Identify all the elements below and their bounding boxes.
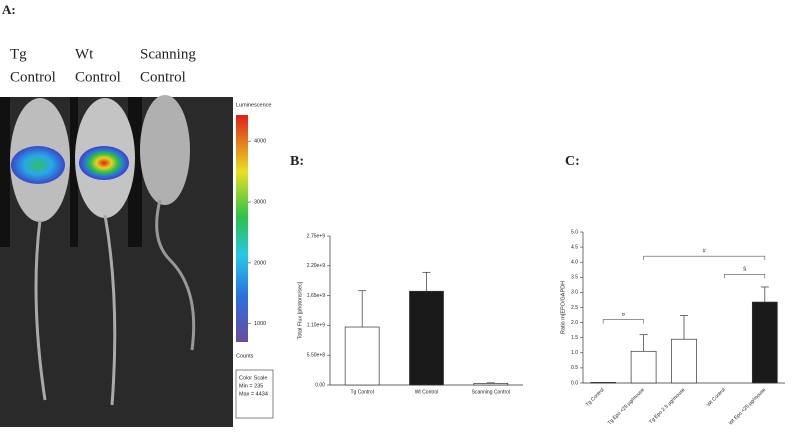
x-tick-label: Tg Control <box>585 387 606 408</box>
significance-label: § <box>743 267 746 273</box>
x-tick-label: Tg Control <box>350 389 373 395</box>
y-axis-label: Total Flux [photons/sec] <box>297 281 303 339</box>
y-tick-label: 2.5 <box>571 305 578 311</box>
mouse-label: Wt <box>75 46 94 62</box>
mouse-label: Scanning <box>140 46 196 62</box>
y-tick-label: 5.0 <box>571 229 578 235</box>
mouse-label: Tg <box>10 46 27 62</box>
colorbar-tick-label: 4000 <box>254 139 266 145</box>
panel-label: C: <box>565 154 580 169</box>
mouse-label: Control <box>10 69 56 85</box>
colorbar-unit: Counts <box>236 353 254 359</box>
colorbar-box-text: Min = 235 <box>239 383 263 389</box>
y-tick-label: 1.65e+9 <box>307 293 325 299</box>
y-tick-label: 0.0 <box>571 380 578 386</box>
x-tick-label: Wt Epo <25 µg/mouse <box>728 387 768 427</box>
y-tick-label: 2.20e+9 <box>307 263 325 269</box>
bar <box>630 350 657 384</box>
colorbar <box>236 115 248 342</box>
significance-label: # <box>703 249 707 255</box>
panel-label: A: <box>2 2 16 17</box>
bar <box>590 382 617 384</box>
y-tick-label: 0.5 <box>571 365 578 371</box>
significance-bracket <box>602 319 644 324</box>
x-tick-label: Wt Control <box>415 389 439 395</box>
colorbar-title: Luminescence <box>236 102 271 108</box>
significance-bracket <box>724 273 766 279</box>
bar <box>409 290 444 386</box>
y-tick-label: 2.75e+9 <box>307 233 325 239</box>
significance-bracket <box>643 255 766 261</box>
y-tick-label: 5.50e+8 <box>307 353 325 359</box>
panel-label: B: <box>290 154 304 169</box>
y-tick-label: 3.0 <box>571 290 578 296</box>
significance-label: ¤ <box>622 312 625 318</box>
y-tick-label: 3.5 <box>571 275 578 281</box>
y-axis-label: Ratio m[EPO/GAPDH <box>560 281 566 334</box>
y-tick-label: 0.00 <box>315 382 325 388</box>
colorbar-tick-label: 1000 <box>254 321 266 327</box>
colorbar-box <box>235 369 274 419</box>
y-tick-label: 1.10e+9 <box>307 323 325 329</box>
colorbar-box-text: Color Scale <box>239 375 267 381</box>
colorbar-tick-label: 3000 <box>254 199 266 205</box>
bar <box>751 301 778 384</box>
x-tick-label: Tg Epo 2.5 µg/mouse <box>648 387 686 425</box>
colorbar-box-text: Max = 4434 <box>239 391 268 397</box>
y-tick-label: 4.0 <box>571 260 578 266</box>
mouse-image <box>0 95 233 427</box>
bar <box>473 383 509 386</box>
y-tick-label: 2.0 <box>571 320 578 326</box>
x-tick-label: Tg Epo <25 µg/mouse <box>607 387 646 426</box>
y-tick-label: 4.5 <box>571 244 578 250</box>
bar <box>671 338 697 384</box>
y-tick-label: 1.5 <box>571 335 578 341</box>
bar <box>344 326 380 386</box>
mouse-label: Control <box>75 69 121 85</box>
x-tick-label: Wt Control <box>706 387 727 408</box>
mouse-label: Control <box>140 69 186 85</box>
x-tick-label: Scanning Control <box>472 389 510 395</box>
y-tick-label: 1.0 <box>571 350 578 356</box>
colorbar-tick-label: 2000 <box>254 260 266 266</box>
